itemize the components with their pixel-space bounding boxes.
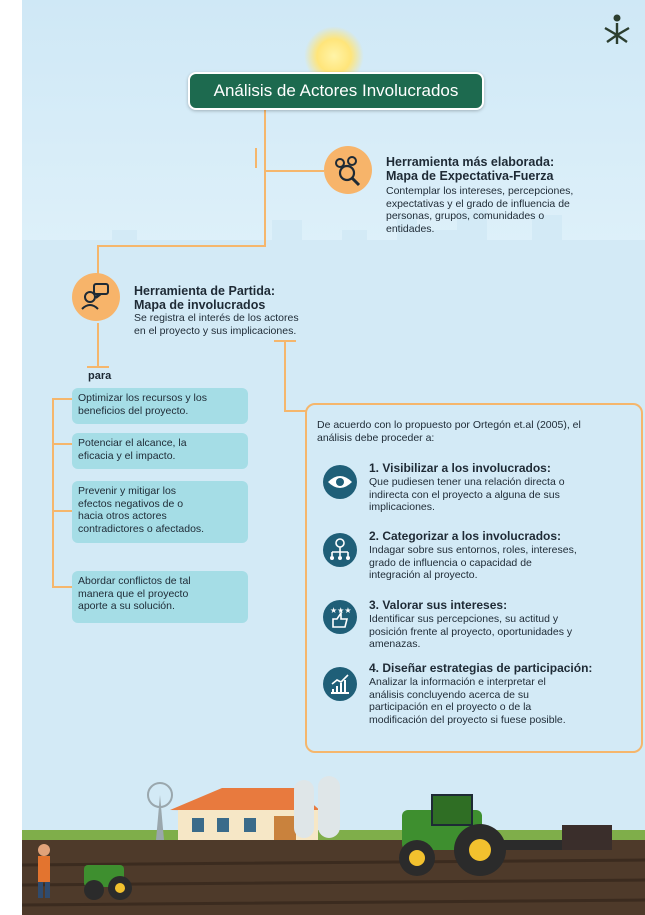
connector-line: [264, 106, 266, 246]
step-icon-circle: [323, 533, 357, 567]
step-title: 3. Valorar sus intereses:: [369, 598, 508, 612]
benefit-text: Potenciar el alcance, la: [78, 437, 187, 449]
partida-subheading: Mapa de involucrados: [134, 298, 266, 312]
growth-chart-icon: [331, 674, 349, 694]
partida-block: Herramienta de Partida: Mapa de involucr…: [134, 284, 334, 337]
step-text: Identificar sus percepciones, su actitud…: [369, 613, 639, 651]
step-title: 2. Categorizar a los involucrados:: [369, 529, 562, 543]
partida-icon-circle: [72, 273, 120, 321]
step-line: participación en el proyecto o de la: [369, 701, 532, 713]
step-line: modificación del proyecto si fuese posib…: [369, 713, 566, 726]
step-icon-circle: ★★★: [323, 600, 357, 634]
expectativa-text: personas, grupos, comunidades o: [386, 210, 545, 222]
step-line: implicaciones.: [369, 501, 435, 513]
partida-text: Se registra el interés de los actores: [134, 312, 299, 324]
connector-line: [97, 245, 99, 275]
infographic-canvas: Análisis de Actores Involucrados Herrami…: [22, 0, 645, 915]
benefit-text: efectos negativos de o: [78, 497, 184, 510]
connector-line: [97, 245, 266, 247]
eye-icon: [328, 476, 352, 488]
thumbs-up-stars-icon: ★★★: [330, 606, 352, 628]
step-line: análisis concluyendo acerca de su: [369, 688, 529, 701]
benefit-text: Prevenir y mitigar los: [78, 485, 177, 497]
step-line: Que pudiesen tener una relación directa …: [369, 476, 565, 488]
benefit-box: Prevenir y mitigar los efectos negativos…: [72, 481, 248, 543]
benefit-text: hacia otros actores: [78, 510, 167, 522]
connector-line: [52, 398, 54, 588]
step-line: Indagar sobre sus entornos, roles, inter…: [369, 544, 577, 556]
connector-line: [52, 398, 72, 400]
step-line: Analizar la información e interpretar el: [369, 676, 546, 688]
sena-logo: [602, 14, 632, 48]
step-line: indirecta con el proyecto a alguna de su…: [369, 488, 560, 501]
connector-line: [284, 410, 306, 412]
expectativa-text: entidades.: [386, 222, 435, 235]
step-icon-circle: [323, 465, 357, 499]
connector-line: [52, 586, 72, 588]
expectativa-heading: Herramienta más elaborada:: [386, 155, 555, 169]
expectativa-text: expectativas y el grado de influencia de: [386, 197, 570, 210]
para-label: para: [88, 370, 112, 382]
benefit-box: Abordar conflictos de tal manera que el …: [72, 571, 248, 623]
connector-line: [52, 510, 72, 512]
step-line: posición frente al proyecto, oportunidad…: [369, 625, 573, 638]
expectativa-subheading: Mapa de Expectativa-Fuerza: [386, 169, 554, 183]
panel-intro: análisis debe proceder a:: [317, 432, 435, 444]
expectativa-block: Herramienta más elaborada: Mapa de Expec…: [386, 155, 636, 235]
people-search-icon: [335, 156, 361, 187]
benefit-text: Abordar conflictos de tal: [78, 575, 191, 587]
benefit-text: aporte a su solución.: [78, 600, 175, 612]
benefit-text: contradictores o afectados.: [78, 522, 205, 535]
step-text: Indagar sobre sus entornos, roles, inter…: [369, 544, 639, 582]
partida-text: en el proyecto y sus implicaciones.: [134, 324, 297, 337]
step-line: grado de influencia o capacidad de: [369, 556, 532, 569]
step-line: Identificar sus percepciones, su actitud…: [369, 613, 559, 625]
connector-line: [284, 342, 286, 412]
expectativa-text: Contemplar los intereses, percepciones,: [386, 185, 574, 197]
benefit-box: Optimizar los recursos y los beneficios …: [72, 388, 248, 424]
step-title: 4. Diseñar estrategias de participación:: [369, 661, 593, 675]
step-text: Que pudiesen tener una relación directa …: [369, 476, 639, 514]
connector-line: [264, 170, 324, 172]
step-line: integración al proyecto.: [369, 569, 478, 581]
connector-line: [87, 366, 109, 368]
benefit-text: manera que el proyecto: [78, 587, 189, 600]
partida-heading: Herramienta de Partida:: [134, 284, 276, 298]
connector-line: [274, 340, 296, 342]
panel-intro: De acuerdo con lo propuesto por Ortegón …: [317, 419, 581, 431]
svg-text:★★★: ★★★: [330, 606, 352, 615]
user-chat-icon: [81, 283, 109, 310]
benefit-text: eficacia y el impacto.: [78, 449, 176, 462]
step-icon-circle: [323, 667, 357, 701]
step-text: Analizar la información e interpretar el…: [369, 676, 639, 726]
farm-scene: [22, 770, 645, 915]
connector-line: [255, 148, 257, 168]
page-title: Análisis de Actores Involucrados: [188, 72, 484, 110]
connector-line: [52, 443, 72, 445]
benefit-text: Optimizar los recursos y los: [78, 392, 207, 404]
step-title: 1. Visibilizar a los involucrados:: [369, 461, 551, 475]
analysis-panel: De acuerdo con lo propuesto por Ortegón …: [305, 403, 643, 753]
step-line: amenazas.: [369, 638, 421, 650]
benefit-text: beneficios del proyecto.: [78, 404, 189, 417]
connector-line: [97, 323, 99, 367]
expectativa-icon-circle: [324, 146, 372, 194]
benefit-box: Potenciar el alcance, la eficacia y el i…: [72, 433, 248, 469]
hierarchy-icon: [330, 538, 350, 560]
